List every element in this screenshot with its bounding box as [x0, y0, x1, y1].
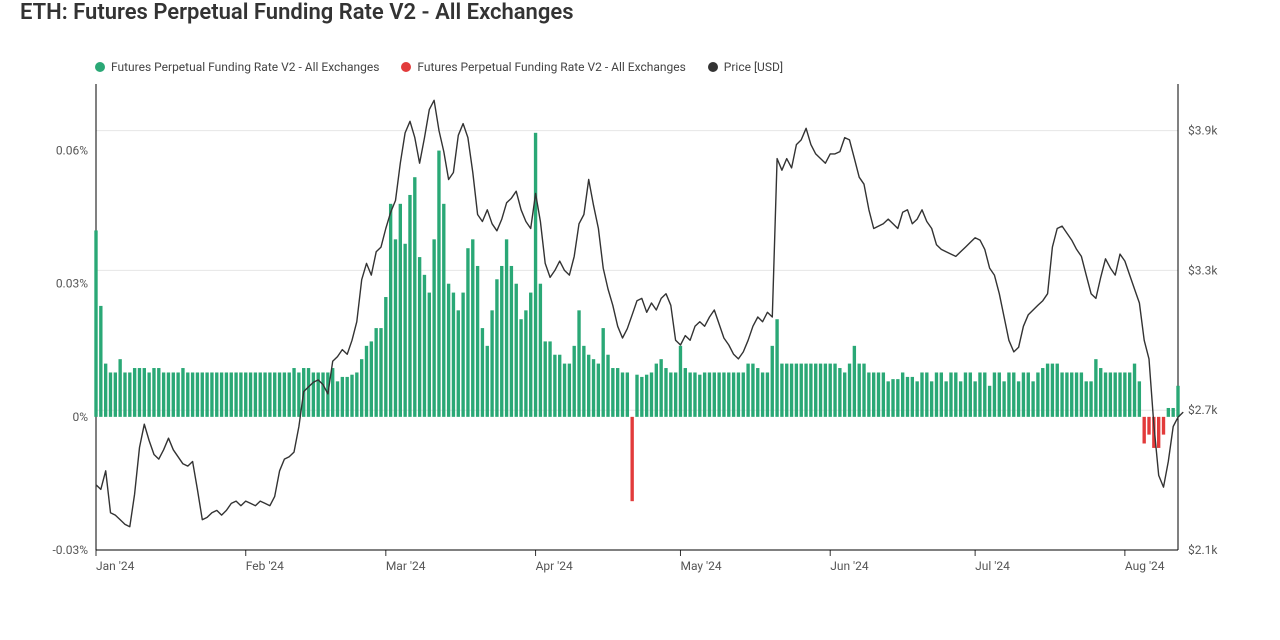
legend-item-negative: Futures Perpetual Funding Rate V2 - All … [401, 60, 685, 74]
legend-label-price: Price [USD] [724, 60, 783, 74]
legend-swatch-price [708, 62, 718, 72]
legend-swatch-positive [95, 62, 105, 72]
svg-text:0%: 0% [72, 410, 88, 424]
svg-text:Jun '24: Jun '24 [830, 559, 869, 573]
legend-label-negative: Futures Perpetual Funding Rate V2 - All … [417, 60, 685, 74]
legend-item-positive: Futures Perpetual Funding Rate V2 - All … [95, 60, 379, 74]
svg-text:0.06%: 0.06% [56, 144, 88, 158]
svg-text:$3.3k: $3.3k [1188, 263, 1218, 277]
chart-container: { "title": "ETH: Futures Perpetual Fundi… [0, 0, 1280, 640]
svg-text:$3.9k: $3.9k [1188, 124, 1218, 138]
legend-swatch-negative [401, 62, 411, 72]
chart-legend: Futures Perpetual Funding Rate V2 - All … [95, 60, 783, 74]
chart-svg: -0.03%0%0.03%0.06%$2.1k$2.7k$3.3k$3.9kJa… [60, 78, 1220, 578]
svg-text:Apr '24: Apr '24 [536, 559, 573, 573]
svg-text:Jan '24: Jan '24 [96, 559, 135, 573]
svg-text:May '24: May '24 [680, 559, 721, 573]
svg-text:Feb '24: Feb '24 [246, 559, 284, 573]
svg-text:Aug '24: Aug '24 [1125, 559, 1165, 573]
svg-text:$2.7k: $2.7k [1188, 403, 1218, 417]
svg-text:Mar '24: Mar '24 [386, 559, 426, 573]
svg-text:0.03%: 0.03% [56, 277, 88, 291]
legend-label-positive: Futures Perpetual Funding Rate V2 - All … [111, 60, 379, 74]
svg-text:-0.03%: -0.03% [52, 543, 88, 557]
legend-item-price: Price [USD] [708, 60, 783, 74]
chart-title: ETH: Futures Perpetual Funding Rate V2 -… [20, 0, 574, 25]
svg-text:Jul '24: Jul '24 [975, 559, 1010, 573]
chart-plot-area: -0.03%0%0.03%0.06%$2.1k$2.7k$3.3k$3.9kJa… [60, 78, 1220, 578]
svg-text:$2.1k: $2.1k [1188, 543, 1218, 557]
